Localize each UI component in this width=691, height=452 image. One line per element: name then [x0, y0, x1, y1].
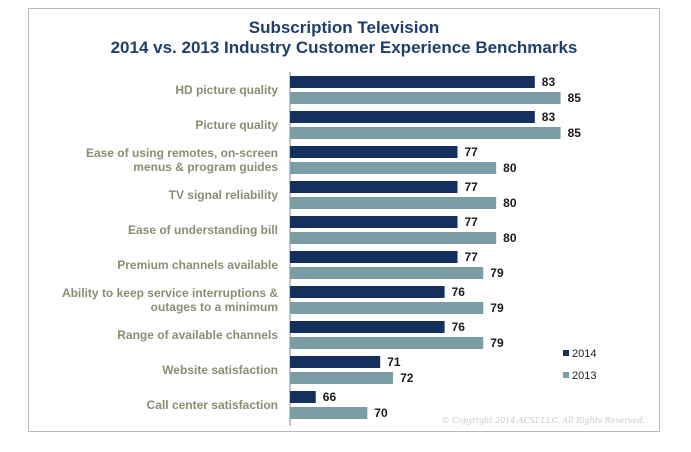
category-label: Ability to keep service interruptions & o… — [62, 286, 278, 314]
data-label-2014: 83 — [542, 110, 556, 124]
category-label: Range of available channels — [117, 328, 278, 342]
bar-2013 — [290, 407, 368, 419]
data-label-2014: 77 — [465, 250, 479, 264]
bar-2013 — [290, 232, 497, 244]
data-label-2014: 71 — [387, 355, 401, 369]
bar-2014 — [290, 76, 535, 88]
bar-2014 — [290, 321, 445, 333]
category-label: Picture quality — [195, 118, 278, 132]
bar-2014 — [290, 216, 458, 228]
data-label-2013: 79 — [490, 266, 504, 280]
bar-2014 — [290, 251, 458, 263]
bar-2014 — [290, 286, 445, 298]
data-label-2013: 70 — [374, 406, 388, 420]
category-label: TV signal reliability — [169, 188, 279, 202]
category-label: Ease of using remotes, on-screen menus & … — [86, 146, 278, 174]
data-label-2013: 85 — [568, 126, 582, 140]
bar-2013 — [290, 372, 394, 384]
bar-2014 — [290, 111, 535, 123]
legend-label-2013: 2013 — [572, 370, 596, 382]
bar-2013 — [290, 92, 561, 104]
bar-2013 — [290, 127, 561, 139]
data-label-2013: 79 — [490, 336, 504, 350]
data-label-2013: 80 — [503, 231, 517, 245]
data-label-2013: 79 — [490, 301, 504, 315]
data-label-2013: 80 — [503, 196, 517, 210]
legend-label-2014: 2014 — [572, 348, 596, 360]
bar-2013 — [290, 267, 484, 279]
bar-2013 — [290, 302, 484, 314]
category-label: Call center satisfaction — [147, 398, 278, 412]
bar-2013 — [290, 337, 484, 349]
legend-swatch-2013 — [563, 372, 569, 378]
chart-subtitle: 2014 vs. 2013 Industry Customer Experien… — [110, 38, 578, 57]
data-label-2014: 77 — [465, 215, 479, 229]
data-label-2013: 80 — [503, 161, 517, 175]
bar-2013 — [290, 197, 497, 209]
copyright-notice: © Copyright 2014 ACSI LLC. All Rights Re… — [441, 416, 645, 425]
category-label: Website satisfaction — [162, 363, 278, 377]
data-label-2013: 85 — [568, 91, 582, 105]
data-label-2014: 77 — [465, 180, 479, 194]
data-label-2014: 83 — [542, 75, 556, 89]
bar-2014 — [290, 146, 458, 158]
bar-2014 — [290, 391, 316, 403]
legend-swatch-2014 — [563, 350, 569, 356]
category-label: Premium channels available — [117, 258, 278, 272]
bar-2013 — [290, 162, 497, 174]
data-label-2014: 76 — [452, 285, 466, 299]
data-label-2014: 76 — [452, 320, 466, 334]
data-label-2014: 66 — [323, 390, 337, 404]
legend: 2014 2013 — [563, 348, 596, 382]
category-label: Ease of understanding bill — [128, 223, 278, 237]
bar-2014 — [290, 356, 381, 368]
bar-2014 — [290, 181, 458, 193]
data-label-2013: 72 — [400, 371, 414, 385]
data-label-2014: 77 — [465, 145, 479, 159]
category-label: HD picture quality — [175, 83, 278, 97]
chart-title: Subscription Television — [248, 18, 440, 37]
